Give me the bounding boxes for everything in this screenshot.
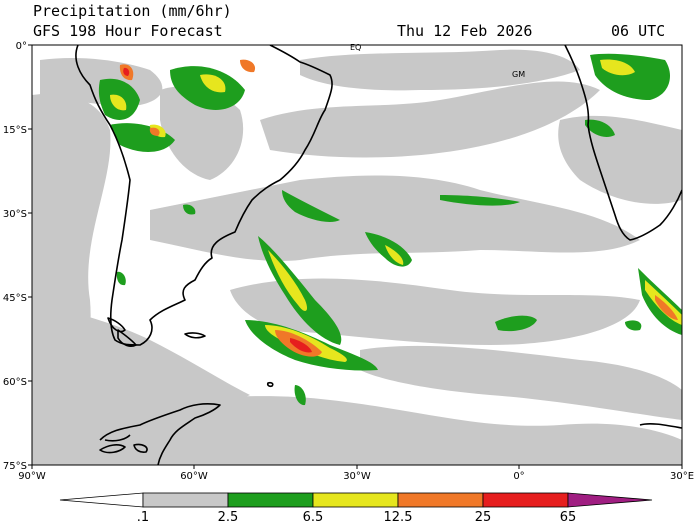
- greenwich-marker: GM: [512, 70, 525, 79]
- lon-label: 30°E: [670, 471, 694, 482]
- forecast-date: Thu 12 Feb 2026: [397, 22, 533, 40]
- map-title: Precipitation (mm/6hr): [33, 2, 232, 20]
- equator-marker: EQ: [350, 43, 361, 52]
- forecast-time: 06 UTC: [611, 22, 666, 40]
- colorbar-label: 6.5: [303, 510, 324, 525]
- lat-label: 75°S: [3, 461, 27, 472]
- colorbar-segment: [312, 492, 399, 508]
- coastlines: [75, 45, 682, 465]
- colorbar-label: .1: [137, 510, 149, 525]
- lat-label: 60°S: [3, 377, 27, 388]
- colorbar-label: 2.5: [218, 510, 239, 525]
- colorbar-segment: [397, 492, 484, 508]
- lon-label: 30°W: [343, 471, 371, 482]
- precip-field: [32, 45, 682, 465]
- colorbar-label: 12.5: [384, 510, 413, 525]
- lon-label: 0°: [513, 471, 524, 482]
- colorbar-segment: [227, 492, 314, 508]
- lat-label: 30°S: [3, 209, 27, 220]
- lon-label: 60°W: [180, 471, 208, 482]
- colorbar-label: 65: [560, 510, 577, 525]
- colorbar-segment: [482, 492, 569, 508]
- colorbar-segment: [59, 492, 144, 508]
- forecast-label: GFS 198 Hour Forecast: [33, 22, 223, 40]
- colorbar-segment: [142, 492, 229, 508]
- lon-label: 90°W: [18, 471, 46, 482]
- lat-label: 15°S: [3, 125, 27, 136]
- colorbar-segment: [567, 492, 653, 508]
- colorbar-label: 25: [475, 510, 492, 525]
- lat-label: 0°: [16, 41, 27, 52]
- colorbar: [59, 492, 653, 508]
- lat-label: 45°S: [3, 293, 27, 304]
